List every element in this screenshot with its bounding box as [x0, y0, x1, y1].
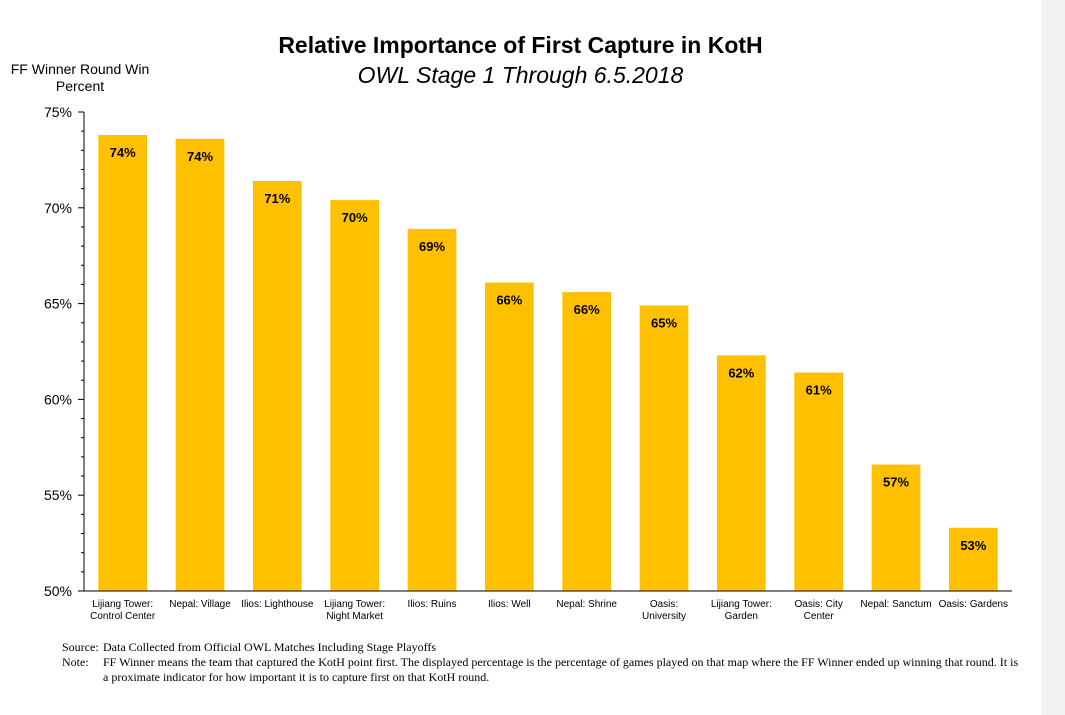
x-tick-label: Center — [804, 611, 835, 622]
footnotes: Source: Data Collected from Official OWL… — [62, 640, 1022, 685]
y-tick-label: 65% — [44, 296, 72, 312]
y-tick-label: 60% — [44, 391, 72, 407]
bar-data-label: 74% — [110, 145, 136, 160]
x-tick-label: Lijiang Tower: — [92, 599, 153, 610]
x-tick-label: University — [642, 611, 686, 622]
bar-data-label: 69% — [419, 239, 445, 254]
bar-data-label: 53% — [960, 538, 986, 553]
x-tick-label: Garden — [725, 611, 758, 622]
y-axis-label: FF Winner Round Win Percent — [10, 61, 150, 94]
bar-data-label: 66% — [496, 293, 522, 308]
side-panel — [1041, 0, 1065, 715]
bar — [716, 355, 766, 591]
x-tick-label: Oasis: — [650, 599, 678, 610]
bar — [948, 527, 998, 591]
source-label: Source: — [62, 640, 99, 654]
x-tick-label: Oasis: Gardens — [939, 599, 1008, 610]
chart-area: Relative Importance of First Capture in … — [10, 32, 1022, 685]
x-tick-label: Ilios: Lighthouse — [241, 599, 314, 610]
bar — [175, 138, 225, 591]
x-tick-label: Nepal: Shrine — [556, 599, 617, 610]
source-text: Data Collected from Official OWL Matches… — [103, 640, 437, 654]
bar — [871, 464, 921, 591]
x-tick-label: Ilios: Ruins — [408, 599, 457, 610]
y-tick-label: 50% — [44, 583, 72, 599]
x-tick-label: Lijiang Tower: — [324, 599, 385, 610]
bar-data-label: 74% — [187, 149, 213, 164]
x-tick-label: Control Center — [90, 611, 156, 622]
x-tick-label: Ilios: Well — [488, 599, 531, 610]
x-tick-label: Nepal: Sanctum — [860, 599, 931, 610]
bar-data-label: 66% — [574, 302, 600, 317]
bar-chart: 50%55%60%65%70%75%74%Lijiang Tower:Contr… — [44, 104, 1012, 622]
bar — [98, 134, 148, 591]
y-tick-label: 55% — [44, 487, 72, 503]
x-tick-label: Nepal: Village — [169, 599, 231, 610]
bar — [484, 282, 534, 591]
bar — [330, 200, 380, 592]
bar — [252, 180, 302, 591]
note-label: Note: — [62, 655, 89, 669]
bar-data-label: 70% — [342, 210, 368, 225]
y-tick-label: 70% — [44, 200, 72, 216]
bar-data-label: 61% — [806, 383, 832, 398]
chart-subtitle: OWL Stage 1 Through 6.5.2018 — [357, 62, 684, 88]
bar — [794, 372, 844, 591]
x-tick-label: Oasis: City — [794, 599, 842, 610]
bar — [639, 305, 689, 591]
note-text: FF Winner means the team that captured t… — [103, 655, 1019, 684]
bar-data-label: 57% — [883, 475, 909, 490]
bar — [562, 292, 612, 591]
bar-data-label: 65% — [651, 316, 677, 331]
y-tick-label: 75% — [44, 104, 72, 120]
chart-title: Relative Importance of First Capture in … — [278, 32, 763, 58]
bar — [407, 228, 457, 591]
bar-data-label: 71% — [264, 191, 290, 206]
x-tick-label: Night Market — [326, 611, 383, 622]
x-tick-label: Lijiang Tower: — [711, 599, 772, 610]
bar-data-label: 62% — [728, 365, 754, 380]
